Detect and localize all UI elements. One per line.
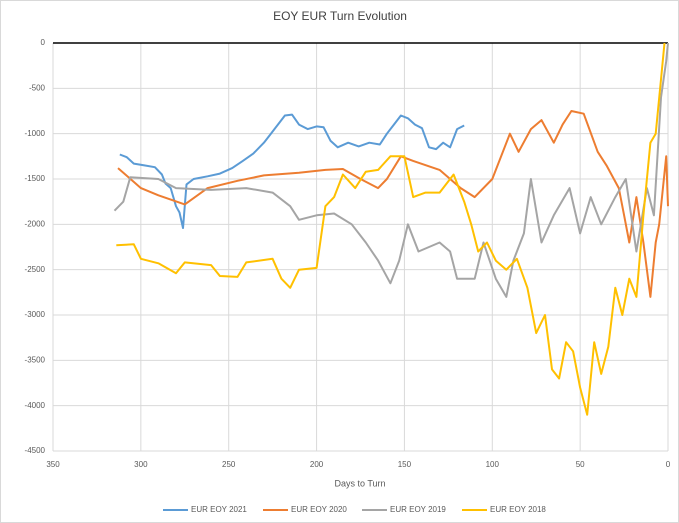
- series-line: [119, 113, 465, 229]
- x-tick-label: 350: [46, 460, 60, 469]
- y-tick-label: -3000: [25, 310, 46, 319]
- x-tick-label: 300: [134, 460, 148, 469]
- x-axis-title: Days to Turn: [334, 478, 385, 488]
- x-tick-label: 0: [666, 460, 671, 469]
- y-tick-label: -1000: [25, 129, 46, 138]
- y-tick-label: -500: [29, 83, 46, 92]
- series-line: [113, 42, 669, 298]
- y-tick-label: -4500: [25, 446, 46, 455]
- series-line: [116, 42, 666, 416]
- x-tick-label: 250: [222, 460, 236, 469]
- legend-label: EUR EOY 2021: [191, 505, 247, 514]
- y-tick-label: -4000: [25, 401, 46, 410]
- y-tick-label: 0: [41, 38, 46, 47]
- x-tick-label: 200: [310, 460, 324, 469]
- x-tick-label: 50: [576, 460, 585, 469]
- legend-label: EUR EOY 2018: [490, 505, 546, 514]
- x-tick-label: 100: [486, 460, 500, 469]
- y-tick-label: -1500: [25, 174, 46, 183]
- x-tick-label: 150: [398, 460, 412, 469]
- legend-label: EUR EOY 2019: [390, 505, 446, 514]
- series-line: [117, 110, 669, 298]
- chart-title: EOY EUR Turn Evolution: [273, 9, 407, 23]
- y-tick-label: -2500: [25, 265, 46, 274]
- y-tick-label: -3500: [25, 355, 46, 364]
- legend-label: EUR EOY 2020: [291, 505, 347, 514]
- y-tick-label: -2000: [25, 219, 46, 228]
